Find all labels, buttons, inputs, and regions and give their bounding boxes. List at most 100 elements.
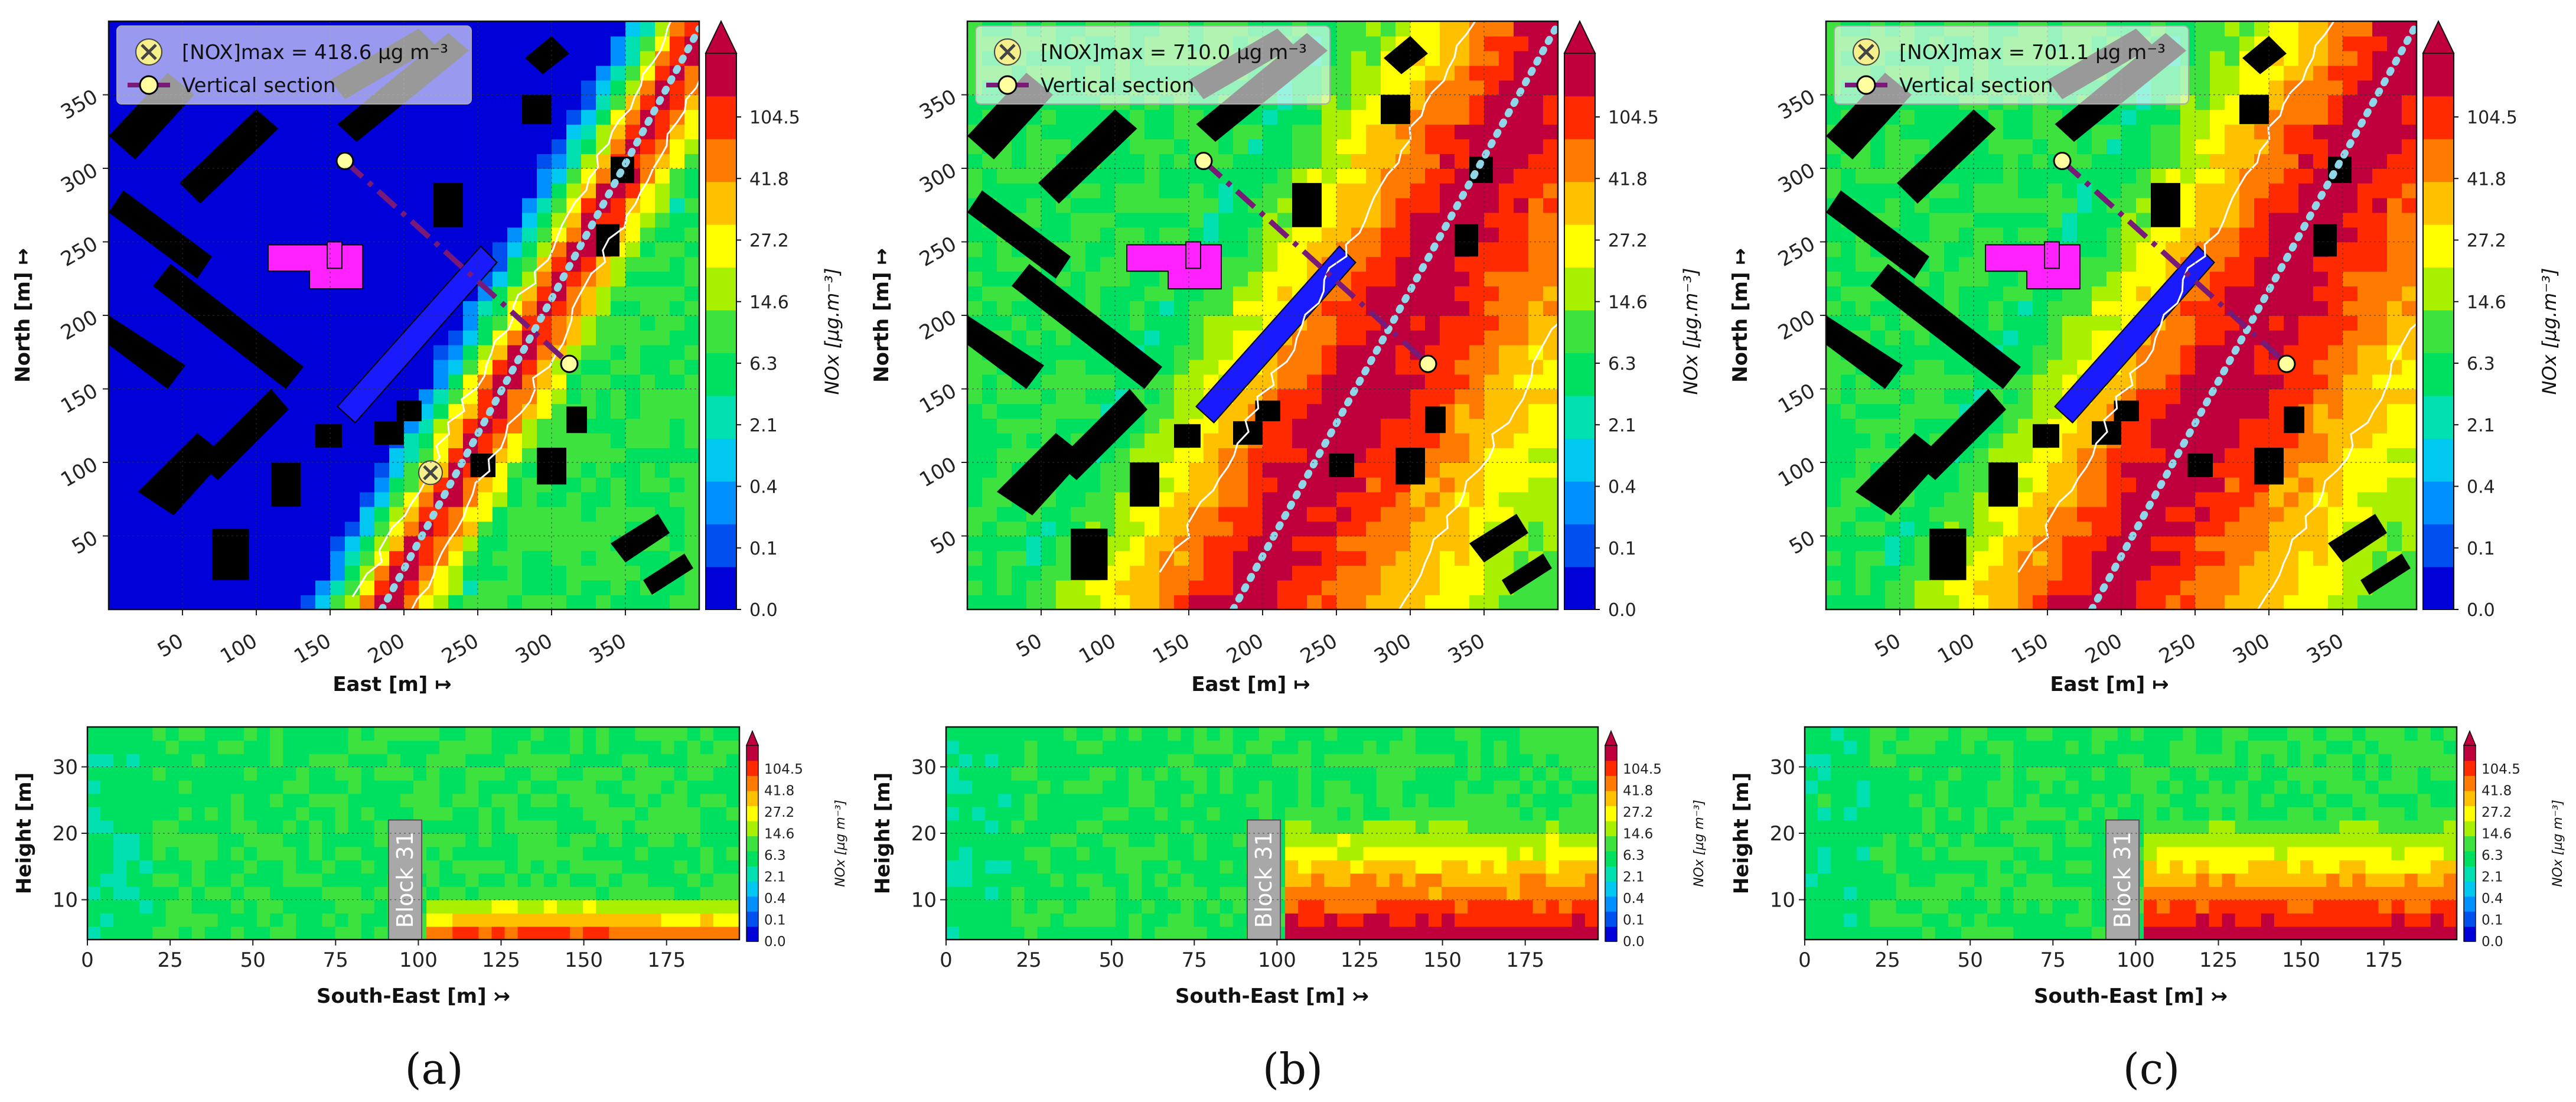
field-cell	[625, 389, 641, 405]
section-cell	[556, 860, 570, 874]
section-cell	[946, 793, 960, 807]
field-cell	[1100, 389, 1116, 405]
field-cell	[1263, 168, 1278, 184]
section-cell	[1337, 846, 1351, 860]
field-cell	[1292, 521, 1307, 537]
field-cell	[596, 109, 611, 125]
field-cell	[581, 506, 596, 522]
field-cell	[522, 256, 537, 272]
field-cell	[1381, 491, 1396, 507]
field-cell	[1514, 109, 1529, 125]
section-cell	[426, 860, 440, 874]
field-cell	[1322, 477, 1337, 493]
section-x-tick-label: 25	[157, 948, 182, 972]
field-cell	[1248, 462, 1263, 478]
section-cell	[1245, 793, 1260, 807]
field-cell	[670, 389, 685, 405]
field-cell	[1336, 227, 1352, 243]
field-cell	[330, 344, 345, 360]
field-cell	[1455, 536, 1470, 552]
field-cell	[1410, 182, 1426, 198]
field-cell	[227, 212, 242, 228]
section-cell	[1455, 754, 1468, 768]
field-cell	[1263, 271, 1278, 286]
field-cell	[1351, 330, 1367, 345]
section-cell	[1402, 754, 1416, 768]
section-cell	[361, 820, 375, 834]
field-cell	[1395, 212, 1411, 228]
field-cell	[566, 227, 582, 243]
field-cell	[1514, 50, 1529, 66]
section-cell	[1402, 820, 1416, 834]
field-cell	[1455, 374, 1470, 390]
field-cell	[552, 536, 567, 552]
section-cell	[713, 754, 727, 768]
section-cell	[283, 780, 297, 794]
field-cell	[478, 491, 493, 507]
field-cell	[404, 154, 419, 169]
section-cell	[1402, 780, 1416, 794]
field-cell	[982, 374, 997, 390]
section-cell	[946, 807, 960, 821]
field-cell	[684, 256, 699, 272]
section-cell	[1219, 807, 1234, 821]
field-cell	[1012, 389, 1027, 405]
section-cell	[374, 727, 388, 741]
field-cell	[566, 433, 582, 448]
field-cell	[1366, 139, 1381, 154]
field-cell	[404, 242, 419, 257]
section-cell	[361, 846, 375, 860]
section-cell	[165, 899, 180, 914]
field-cell	[1366, 595, 1381, 609]
field-cell	[109, 418, 124, 433]
field-cell	[1336, 80, 1352, 96]
section-cell	[309, 767, 323, 781]
section-cell	[152, 767, 167, 781]
section-cell	[648, 860, 662, 874]
field-cell	[1115, 448, 1130, 463]
field-cell	[1130, 301, 1145, 316]
field-cell	[552, 565, 567, 581]
field-cell	[1395, 491, 1411, 507]
field-cell	[1248, 182, 1263, 198]
section-cell	[1181, 740, 1195, 754]
field-cell	[1263, 139, 1278, 154]
section-cell	[165, 873, 180, 887]
section-cell	[1089, 754, 1103, 768]
section-cell	[1155, 793, 1169, 807]
section-cell	[243, 926, 257, 940]
section-cell	[1311, 899, 1325, 914]
section-cell	[100, 899, 114, 914]
section-cell	[165, 846, 180, 860]
field-cell	[301, 168, 316, 184]
section-x-axis-label: South-East [m] ↣	[317, 984, 510, 1008]
section-cell	[113, 886, 128, 901]
field-cell	[684, 109, 699, 125]
field-cell	[360, 595, 375, 609]
building	[1329, 454, 1354, 477]
field-cell	[1322, 403, 1337, 419]
section-cell	[478, 926, 493, 940]
field-cell	[212, 227, 227, 243]
colorbar-segment	[706, 138, 736, 182]
section-cell	[1155, 780, 1169, 794]
field-cell	[1366, 227, 1381, 243]
building	[997, 433, 1085, 516]
field-cell	[1381, 139, 1396, 154]
field-cell	[1440, 477, 1455, 493]
section-colorbar-segment	[746, 881, 758, 897]
field-cell	[1395, 21, 1411, 37]
field-cell	[227, 491, 242, 507]
field-cell	[1189, 462, 1204, 478]
section-cell	[439, 820, 454, 834]
field-cell	[1174, 330, 1189, 345]
field-cell	[967, 271, 983, 286]
section-cell	[1272, 807, 1286, 821]
section-cell	[165, 727, 180, 741]
colorbar-segment	[1564, 267, 1595, 311]
field-cell	[315, 477, 331, 493]
field-cell	[1395, 168, 1411, 184]
field-cell	[1100, 301, 1116, 316]
section-cell	[1245, 780, 1260, 794]
section-cell	[335, 860, 349, 874]
